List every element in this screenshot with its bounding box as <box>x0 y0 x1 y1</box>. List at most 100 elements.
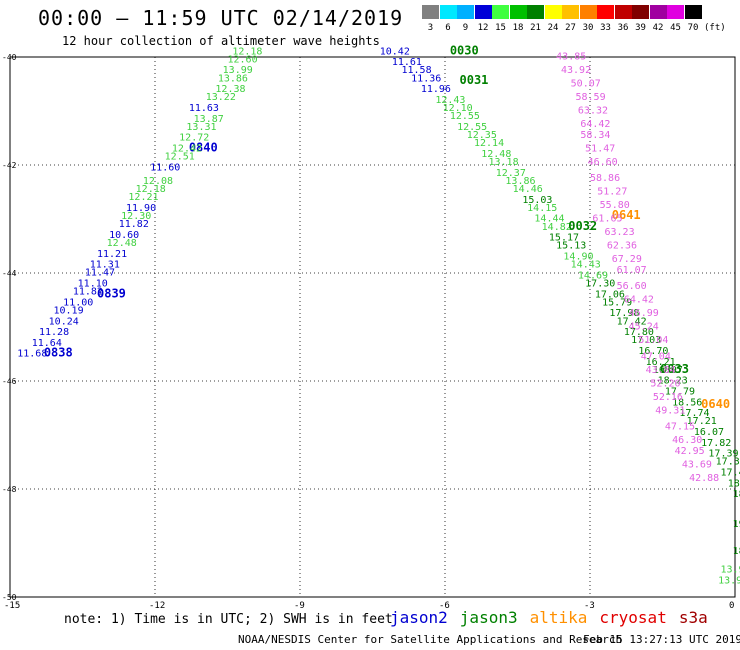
data-label-altika-swh: 64.42 <box>580 119 610 130</box>
data-label-jason3: 13.31 <box>186 122 216 133</box>
data-label-jason3: 13.18 <box>489 157 519 168</box>
legend-swatch <box>614 5 632 19</box>
data-label-jason3: 15.17 <box>549 233 579 244</box>
data-label-jason3: 17.21 <box>687 416 717 427</box>
x-tick-label: -15 <box>4 601 20 611</box>
data-label-jason3: 15.13 <box>556 241 586 252</box>
pass-time-label-jason2: 0839 <box>97 286 126 300</box>
data-label-jason3: 12.48 <box>481 149 511 160</box>
data-label-altika-swh: 56.60 <box>617 281 647 292</box>
data-label-altika-swh: 46.99 <box>629 308 659 319</box>
data-label-altika-swh: 46.60 <box>588 157 618 168</box>
data-label-altika-swh: 51.47 <box>585 144 615 155</box>
legend-swatch <box>492 5 509 19</box>
data-label-jason3: 12.55 <box>457 122 487 133</box>
data-label-jason2: 11.00 <box>63 297 93 308</box>
legend-swatch <box>544 5 562 19</box>
chart-subtitle: 12 hour collection of altimeter wave hei… <box>62 34 380 48</box>
data-label-jason2: 11.96 <box>421 84 451 95</box>
data-label-jason3: 13.91 <box>718 576 740 587</box>
data-label-altika-swh: 58.86 <box>590 173 620 184</box>
data-label-altika-swh: 64.42 <box>624 295 654 306</box>
pass-time-label-jason3: 0030 <box>450 43 479 57</box>
x-tick-label: 0 <box>729 601 734 611</box>
data-label-altika-swh: 43.69 <box>682 459 712 470</box>
data-label-jason3: 17.80 <box>624 327 654 338</box>
y-tick-label: -44 <box>2 269 17 278</box>
legend-swatch <box>457 5 474 19</box>
data-label-altika-swh: 51.27 <box>597 187 627 198</box>
data-label-jason3: 13.22 <box>206 92 236 103</box>
data-label-jason2: 11.64 <box>32 338 62 349</box>
legend-swatch <box>597 5 614 19</box>
data-label-jason3: 12.43 <box>435 95 465 106</box>
legend-swatch <box>562 5 579 19</box>
data-label-altika-swh: 58.59 <box>576 92 606 103</box>
legend-swatch <box>474 5 492 19</box>
data-label-jason2: 11.82 <box>119 219 149 230</box>
legend-unit: (ft) <box>704 23 726 33</box>
data-label-jason3: 12.60 <box>228 54 258 65</box>
data-label-jason3: 14.46 <box>513 184 543 195</box>
data-label-jason3: 12.14 <box>474 138 504 149</box>
legend-swatch <box>422 5 439 19</box>
data-label-jason3: 18.09 <box>733 489 740 500</box>
data-label-jason3: 17.79 <box>665 387 695 398</box>
data-label-jason3: 18.12 <box>733 546 740 557</box>
data-label-altika-swh: 50.07 <box>571 79 601 90</box>
legend-swatch <box>649 5 667 19</box>
data-label-jason3: 17.42 <box>721 468 740 479</box>
data-label-jason3: 12.72 <box>179 133 209 144</box>
satellite-key: jason2 jason3 altika cryosat s3a <box>390 608 720 627</box>
data-label-jason3: 17.74 <box>679 408 709 419</box>
data-label-jason2: 11.36 <box>411 73 441 84</box>
data-label-jason3: 17.98 <box>609 308 639 319</box>
data-label-jason3: 17.82 <box>701 438 731 449</box>
data-label-jason3: 14.44 <box>534 214 564 225</box>
satellite-jason2: jason2 <box>390 608 448 627</box>
pass-time-label-altika: 0641 <box>612 208 641 222</box>
data-label-jason3: 13.99 <box>223 65 253 76</box>
legend-tick-label: 30 <box>582 23 594 33</box>
data-label-altika-swh: 61.07 <box>617 265 647 276</box>
data-label-jason3: 12.08 <box>143 176 173 187</box>
pass-time-label-altika: 0640 <box>701 397 730 411</box>
data-label-jason3: 16.70 <box>638 346 668 357</box>
chart-title: 00:00 – 11:59 UTC 02/14/2019 <box>38 6 404 30</box>
data-label-jason3: 12.30 <box>121 211 151 222</box>
data-label-jason3: 12.37 <box>496 168 526 179</box>
legend-tick-label: 3 <box>427 23 434 33</box>
pass-time-label-jason3: 0031 <box>460 73 489 87</box>
data-label-jason2: 10.42 <box>380 46 410 57</box>
generated-timestamp: Feb 15 13:27:13 UTC 2019 <box>583 633 740 646</box>
data-label-jason3: 18.63 <box>728 478 740 489</box>
data-label-jason2: 11.61 <box>392 57 422 68</box>
data-label-jason2: 11.58 <box>402 65 432 76</box>
satellite-s3a: s3a <box>678 608 708 627</box>
legend-swatch <box>579 5 597 19</box>
footnote: note: 1) Time is in UTC; 2) SWH is in fe… <box>64 612 393 627</box>
data-label-jason3: 12.48 <box>107 238 137 249</box>
data-label-jason2: 11.68 <box>17 349 47 360</box>
data-label-jason3: 17.03 <box>631 335 661 346</box>
data-label-jason2: 11.10 <box>78 279 108 290</box>
data-label-jason2: 11.21 <box>97 249 127 260</box>
pass-time-label-jason2: 0840 <box>189 141 218 155</box>
data-label-jason3: 17.32 <box>716 457 740 468</box>
data-label-jason2: 11.82 <box>73 287 103 298</box>
legend-tick-label: 21 <box>530 23 541 33</box>
data-label-jason2: 11.47 <box>85 268 115 279</box>
data-label-altika-swh: 63.23 <box>605 227 635 238</box>
legend-tick-label: 18 <box>512 23 524 33</box>
data-label-jason3: 12.18 <box>136 184 166 195</box>
pass-time-label-jason2: 0838 <box>44 346 73 360</box>
data-label-jason2: 10.60 <box>109 230 139 241</box>
data-label-jason3: 14.90 <box>563 252 593 263</box>
legend-swatch <box>527 5 544 19</box>
data-label-altika-swh: 61.65 <box>592 214 622 225</box>
data-label-jason3: 12.42 <box>172 144 202 155</box>
legend-swatch <box>439 5 457 19</box>
data-label-jason3: 17.42 <box>617 316 647 327</box>
data-label-jason3: 16.07 <box>694 427 724 438</box>
